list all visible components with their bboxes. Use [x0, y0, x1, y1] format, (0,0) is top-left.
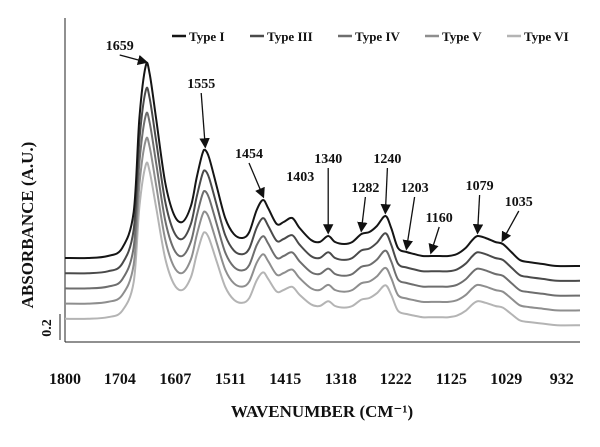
x-tick-label: 1511	[215, 371, 246, 388]
peak-label: 1035	[505, 195, 533, 210]
peak-label: 1079	[466, 179, 494, 194]
x-tick-label: 1318	[325, 371, 357, 388]
peak-arrow	[199, 92, 210, 149]
y-axis-title: ABSORBANCE (A.U.)	[18, 142, 37, 309]
peak-arrow	[428, 226, 440, 255]
peak-label: 1403	[286, 170, 314, 185]
peak-label: 1240	[373, 152, 401, 167]
x-tick-label: 1800	[49, 371, 81, 388]
peak-arrow	[119, 54, 149, 65]
series-line-type-vi	[64, 161, 581, 327]
x-tick-label: 1029	[490, 371, 522, 388]
x-tick-label: 1222	[380, 371, 412, 388]
x-tick-label: 1415	[269, 371, 301, 388]
series-line-type-i	[64, 61, 581, 268]
peak-label: 1555	[187, 77, 215, 92]
series-layer	[64, 61, 581, 327]
peak-arrow	[501, 210, 520, 243]
series-line-type-iv	[64, 111, 581, 297]
peak-label: 1203	[401, 181, 429, 196]
series-line-type-iii	[64, 86, 581, 282]
peak-label: 1282	[351, 181, 379, 196]
x-axis-title: WAVENUMBER (CM⁻¹)	[231, 402, 413, 421]
peak-label: 1659	[106, 39, 134, 54]
x-tick-label: 1125	[436, 371, 467, 388]
x-tick-label: 1704	[104, 371, 136, 388]
legend: Type I Type III Type IV Type V Type VI	[172, 29, 569, 44]
series-line-type-v	[64, 136, 581, 312]
peak-arrow	[472, 194, 484, 235]
legend-label: Type VI	[524, 29, 569, 44]
legend-label: Type IV	[355, 29, 401, 44]
peak-label: 1340	[314, 152, 342, 167]
peak-label: 1454	[235, 147, 263, 162]
peak-arrow	[380, 167, 391, 215]
peak-arrow	[402, 196, 416, 251]
legend-label: Type III	[267, 29, 313, 44]
legend-label: Type V	[442, 29, 482, 44]
legend-label: Type I	[189, 29, 225, 44]
scale-bar-label: 0.2	[40, 319, 55, 337]
x-tick-label: 1607	[159, 371, 191, 388]
peak-arrow	[357, 196, 368, 233]
tick-layer: 1800 1704 1607 1511 1415 1318 1222 1125 1029 932	[49, 371, 574, 388]
peak-arrow	[248, 162, 265, 199]
x-tick-label: 932	[550, 371, 574, 388]
peak-label: 1160	[426, 211, 453, 226]
